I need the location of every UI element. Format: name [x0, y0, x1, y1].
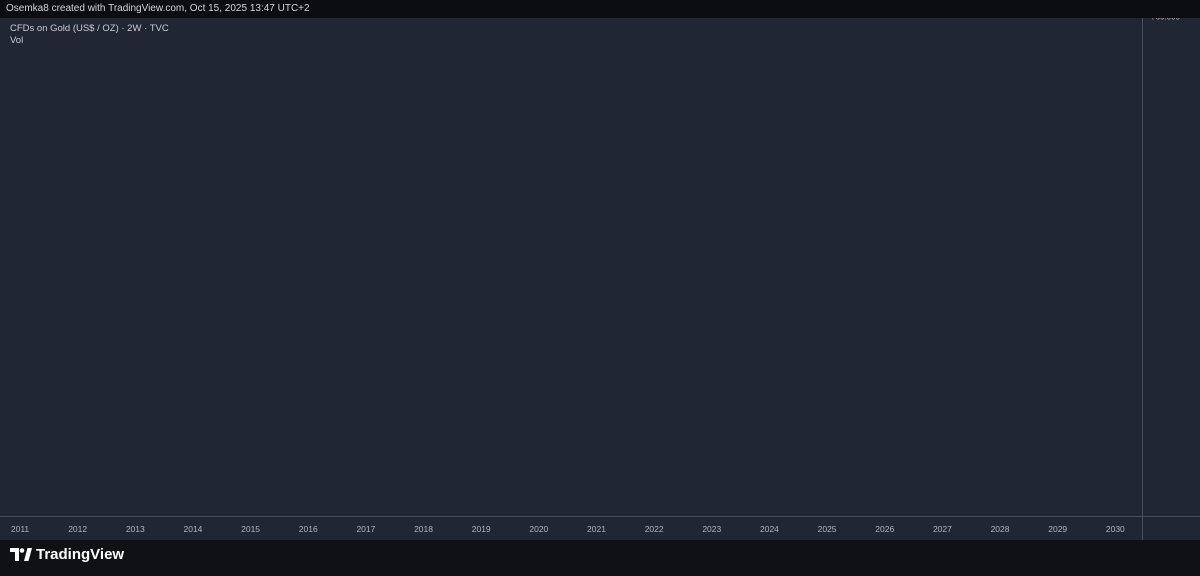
- year-tick-label: 2021: [587, 524, 606, 534]
- year-tick-label: 2016: [299, 524, 318, 534]
- year-tick-label: 2019: [472, 524, 491, 534]
- tradingview-logo-text: TradingView: [36, 546, 125, 563]
- year-tick-label: 2011: [11, 524, 30, 534]
- year-tick-label: 2013: [126, 524, 145, 534]
- tradingview-logo-icon: [10, 547, 32, 561]
- year-tick-label: 2022: [645, 524, 664, 534]
- attribution-text: Osemka8 created with TradingView.com, Oc…: [6, 3, 310, 14]
- year-tick-label: 2023: [702, 524, 721, 534]
- year-tick-label: 2020: [529, 524, 548, 534]
- volume-indicator-label[interactable]: Vol: [10, 35, 24, 46]
- price-axis-labels: 9,200.0008,000.0007,200.0006,400.0005,65…: [1151, 18, 1180, 22]
- footer-bar: [0, 540, 1200, 576]
- year-tick-label: 2012: [68, 524, 87, 534]
- price-chart[interactable]: Base 1Base 2: [0, 18, 1142, 516]
- year-tick-label: 2025: [818, 524, 837, 534]
- chart-legend: CFDs on Gold (US$ / OZ) · 2W · TVC Vol: [10, 23, 169, 47]
- time-axis-labels: 2011 2012 2013 2014 2015 2016 2017 2018 2019 2020…: [11, 524, 1125, 534]
- year-tick-label: 2027: [933, 524, 952, 534]
- year-tick-label: 2014: [183, 524, 202, 534]
- year-tick-label: 2017: [356, 524, 375, 534]
- axis-corner: [1142, 516, 1200, 540]
- price-tick-label: 766.000: [1151, 18, 1180, 22]
- year-tick-label: 2028: [991, 524, 1010, 534]
- year-tick-label: 2030: [1106, 524, 1125, 534]
- chart-plot-area[interactable]: Base 1Base 2: [0, 18, 1142, 516]
- symbol-label[interactable]: CFDs on Gold (US$ / OZ) · 2W · TVC: [10, 23, 169, 34]
- year-tick-label: 2015: [241, 524, 260, 534]
- tradingview-branding: TradingView: [10, 546, 124, 563]
- attribution-bar: Osemka8 created with TradingView.com, Oc…: [0, 0, 1200, 18]
- price-axis[interactable]: 9,200.0008,000.0007,200.0006,400.0005,65…: [1142, 18, 1200, 516]
- year-tick-label: 2024: [760, 524, 779, 534]
- time-axis[interactable]: 2011 2012 2013 2014 2015 2016 2017 2018 2019 2020…: [0, 516, 1142, 540]
- year-tick-label: 2026: [875, 524, 894, 534]
- year-tick-label: 2029: [1048, 524, 1067, 534]
- year-tick-label: 2018: [414, 524, 433, 534]
